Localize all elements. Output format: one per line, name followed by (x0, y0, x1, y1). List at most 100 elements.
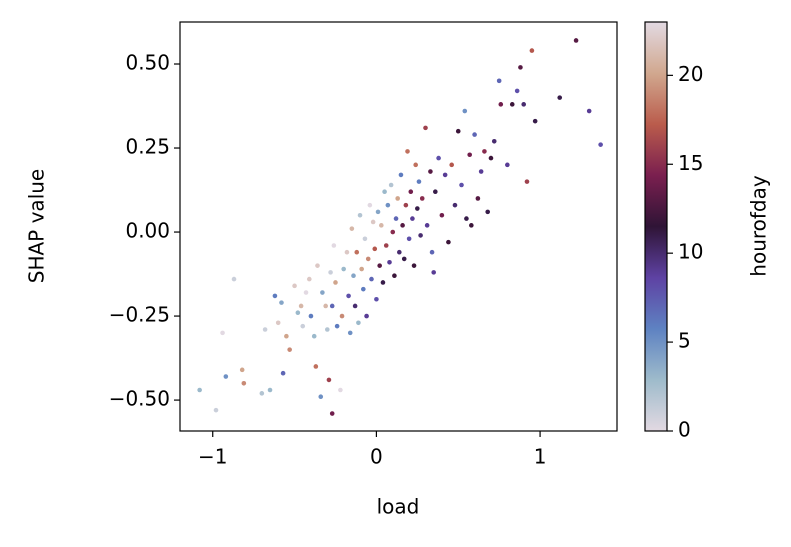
point (374, 296, 379, 302)
point (431, 270, 436, 275)
x-tick-label: −1 (198, 445, 227, 469)
point (347, 330, 353, 336)
point (320, 290, 325, 295)
colorbar-tick-label: 15 (678, 151, 703, 175)
point (397, 249, 402, 255)
point (351, 273, 356, 279)
point (346, 293, 351, 299)
point (573, 38, 579, 43)
x-tick-label: 0 (370, 445, 383, 469)
point (329, 411, 335, 416)
y-tick-label: 0.25 (125, 135, 170, 159)
y-tick-label: 0.00 (125, 219, 170, 243)
point (367, 202, 373, 208)
point (375, 209, 381, 215)
point (338, 387, 343, 393)
point (505, 162, 510, 168)
point (439, 212, 445, 218)
point (514, 88, 520, 94)
point (423, 125, 428, 131)
point (379, 223, 384, 228)
point (459, 182, 464, 188)
point (372, 246, 378, 252)
point (382, 189, 387, 195)
point (329, 303, 335, 309)
y-tick-label: −0.25 (109, 303, 170, 327)
point (370, 219, 376, 225)
point (308, 313, 314, 319)
point (223, 374, 229, 379)
point (318, 394, 324, 400)
point (401, 256, 407, 262)
colorbar-tick-label: 5 (678, 329, 691, 353)
point (398, 172, 404, 178)
point (411, 263, 417, 268)
colorbar (644, 21, 668, 432)
point (442, 172, 448, 178)
colorbar-tick-label: 10 (678, 240, 703, 264)
point (362, 236, 368, 242)
point (406, 236, 412, 242)
point (275, 320, 281, 326)
colorbar-tick-label: 0 (678, 418, 691, 442)
point (428, 169, 433, 174)
point (262, 327, 268, 332)
point (400, 223, 405, 228)
point (529, 48, 535, 53)
point (383, 243, 389, 248)
x-axis-label: load (377, 495, 420, 519)
point (598, 142, 603, 147)
point (403, 202, 409, 208)
point (498, 102, 504, 107)
point (323, 303, 328, 309)
point (424, 223, 430, 228)
point (518, 65, 523, 70)
point (478, 169, 484, 174)
point (410, 216, 415, 221)
point (311, 333, 317, 339)
point (328, 270, 333, 275)
point (491, 139, 497, 144)
point (357, 212, 363, 218)
point (418, 233, 423, 238)
point (331, 243, 337, 248)
point (496, 78, 502, 84)
y-tick-label: −0.50 (109, 387, 170, 411)
point (509, 102, 515, 107)
point (392, 273, 397, 279)
point (220, 330, 225, 336)
point (387, 259, 392, 265)
point (393, 216, 399, 221)
point (280, 370, 286, 376)
y-tick-label: 0.50 (125, 51, 170, 75)
point (339, 313, 345, 319)
plot-frame (179, 21, 618, 432)
point (239, 367, 245, 373)
point (369, 276, 374, 282)
point (464, 216, 469, 221)
point (213, 407, 219, 413)
point (429, 249, 435, 255)
point (455, 128, 461, 134)
point (521, 102, 527, 107)
point (306, 276, 312, 282)
point (446, 239, 451, 245)
point (390, 229, 396, 235)
point (300, 323, 306, 329)
point (313, 364, 319, 369)
point (352, 303, 358, 309)
point (292, 283, 297, 289)
point (356, 320, 361, 326)
point (469, 223, 474, 228)
point (259, 391, 265, 396)
point (334, 323, 340, 329)
point (333, 280, 338, 285)
point (364, 313, 369, 319)
point (467, 152, 472, 158)
point (303, 290, 309, 295)
point (267, 387, 273, 393)
point (361, 286, 366, 292)
point (405, 149, 410, 154)
point (419, 196, 425, 201)
